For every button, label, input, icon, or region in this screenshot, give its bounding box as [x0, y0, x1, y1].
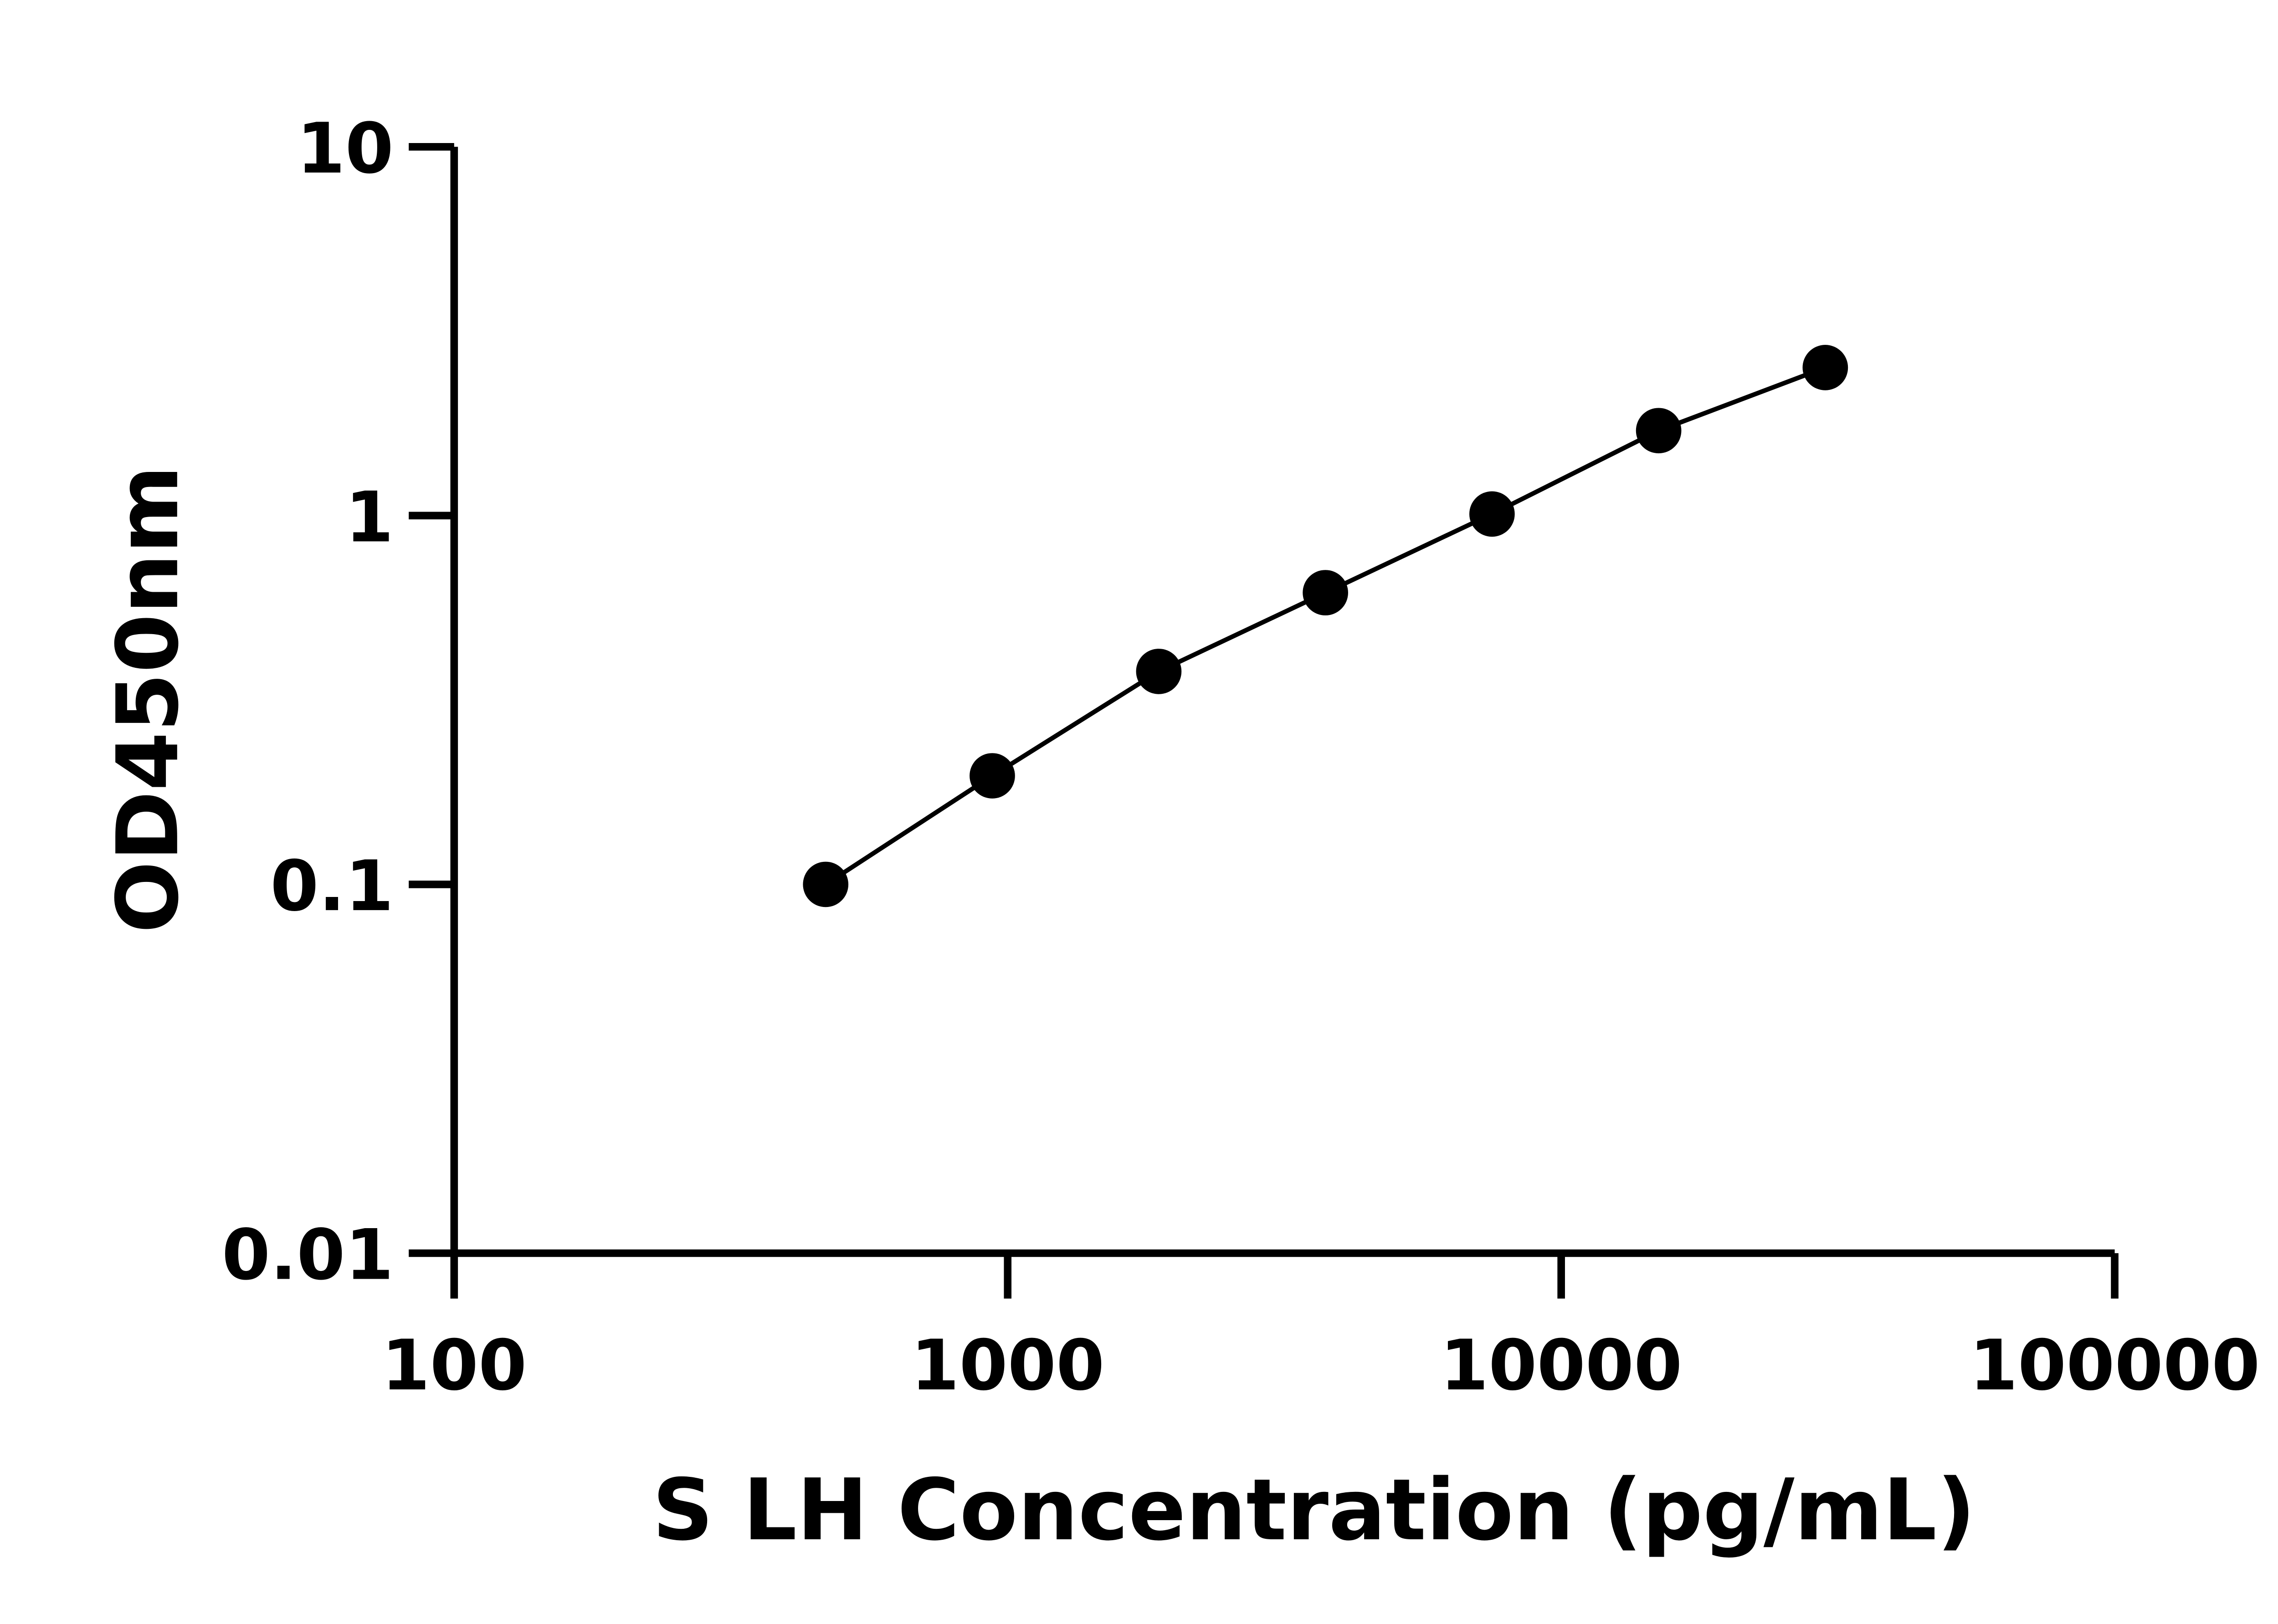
x-tick-label: 100000: [1970, 1325, 2260, 1406]
ticks: 100 1000 10000 100000 0.01 0.1 1 10: [222, 108, 2260, 1406]
data-point: [1469, 491, 1515, 537]
y-tick-label: 0.01: [222, 1214, 394, 1296]
data-point: [1303, 570, 1348, 615]
x-tick-label: 1000: [911, 1325, 1104, 1406]
y-tick-label: 0.1: [270, 846, 394, 927]
data-point: [1802, 345, 1848, 390]
series: [803, 345, 1848, 907]
x-tick-label: 10000: [1440, 1325, 1683, 1406]
y-axis-label: OD450nm: [98, 465, 197, 933]
data-point: [1636, 408, 1682, 454]
data-point: [803, 861, 849, 907]
x-axis-label: S LH Concentration (pg/mL): [652, 1460, 1975, 1559]
data-point: [970, 753, 1015, 799]
y-tick-label: 10: [297, 108, 394, 190]
y-tick-label: 1: [345, 477, 394, 558]
axes: [450, 147, 2115, 1257]
data-point: [1136, 649, 1182, 694]
x-tick-label: 100: [381, 1325, 527, 1406]
